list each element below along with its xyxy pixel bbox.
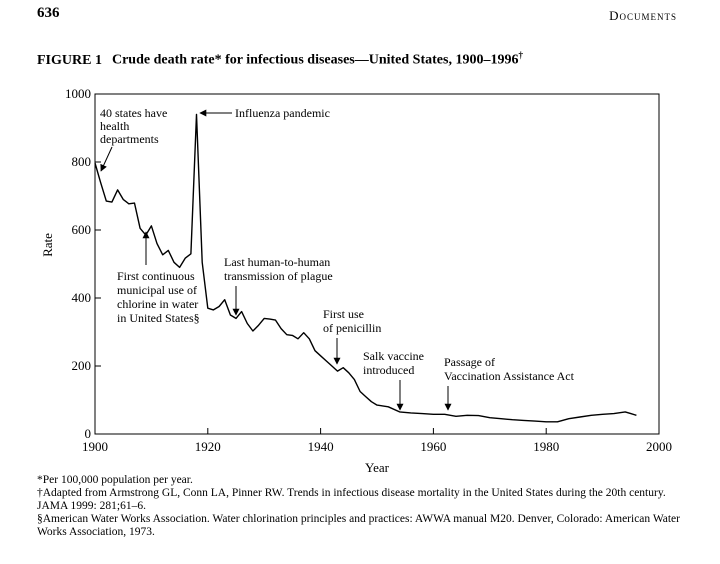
annotation-salk: Salk vaccine introduced [363,349,427,377]
x-tick-labels: 1900 1920 1940 1960 1980 2000 [82,439,672,454]
footnote-per-population: *Per 100,000 population per year. [37,474,193,486]
annotation-penicillin-line: of penicillin [323,321,381,335]
y-tick-label: 800 [72,154,92,169]
footnote-awwa: §American Water Works Association. Water… [37,513,680,538]
annotation-health-departments-line: departments [100,132,159,146]
x-tick-label: 1960 [420,439,446,454]
annotation-plague-line: transmission of plague [224,269,333,283]
x-tick-label: 1980 [533,439,559,454]
annotation-plague-line: Last human-to-human [224,255,330,269]
y-tick-labels: 0 200 400 600 800 1000 [65,86,91,441]
footnotes: *Per 100,000 population per year. †Adapt… [37,474,687,539]
figure-caption-mark: † [518,50,523,60]
annotation-salk-line: introduced [363,363,414,377]
footnote-armstrong: †Adapted from Armstrong GL, Conn LA, Pin… [37,487,666,512]
series-line [94,113,637,423]
y-tick-label: 1000 [65,86,91,101]
annotation-penicillin: First use of penicillin [323,307,381,335]
plot-frame [94,93,660,435]
annotation-vaccination-act-line: Passage of [444,355,495,369]
x-tick-label: 1940 [308,439,334,454]
annotation-penicillin-line: First use [323,307,364,321]
annotation-plague: Last human-to-human transmission of plag… [224,255,333,283]
annotation-chlorine-line: municipal use of [117,283,197,297]
y-tick-label: 600 [72,222,92,237]
x-tick-label: 1900 [82,439,108,454]
annotation-influenza-pandemic: Influenza pandemic [235,106,330,120]
figure-label: FIGURE 1 [37,52,102,68]
y-axis-title: Rate [40,233,55,257]
y-tick-label: 200 [72,358,92,373]
annotation-chlorine-line: in United States§ [117,311,200,325]
annotation-vaccination-act-line: Vaccination Assistance Act [444,369,575,383]
x-axis-title: Year [365,460,390,475]
annotation-health-departments: 40 states have health departments [100,106,170,146]
y-tick-label: 400 [72,290,92,305]
annotation-health-departments-line: health [100,119,129,133]
figure-title: FIGURE 1 Crude death rate* for infectious… [37,50,523,69]
x-tick-label: 2000 [646,439,672,454]
axis-ticks [94,93,660,435]
x-tick-label: 1920 [195,439,221,454]
figure-caption: Crude death rate* for infectious disease… [111,52,519,68]
annotation-chlorine: First continuous municipal use of chlori… [117,269,201,325]
annotation-chlorine-line: chlorine in water [117,297,198,311]
annotation-vaccination-act: Passage of Vaccination Assistance Act [444,355,575,383]
annotation-salk-line: Salk vaccine [363,349,424,363]
annotation-arrow [100,146,113,172]
page-number: 636 [37,5,60,21]
running-head: Documents [609,8,677,23]
y-tick-label: 0 [85,426,92,441]
annotation-chlorine-line: First continuous [117,269,195,283]
annotation-health-departments-line: 40 states have [100,106,167,120]
